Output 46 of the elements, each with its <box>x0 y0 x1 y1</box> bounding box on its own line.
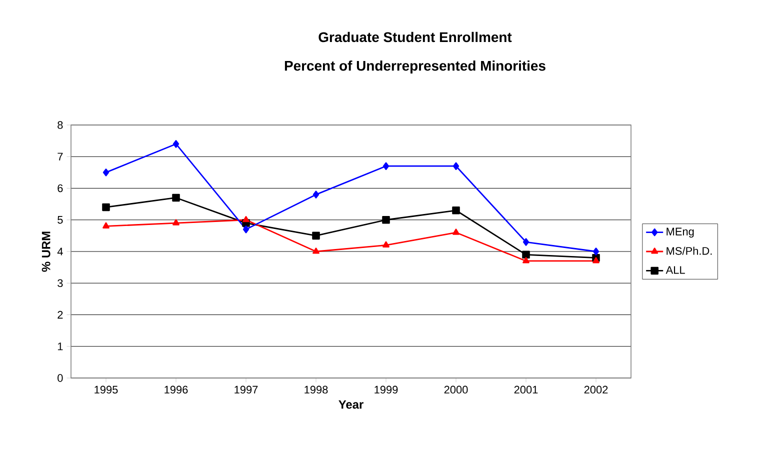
point <box>522 238 530 246</box>
chart-subtitle: Percent of Underrepresented Minorities <box>284 60 546 74</box>
legend-label: ALL <box>666 266 685 274</box>
y-tick-label: 3 <box>58 279 63 288</box>
x-tick-label: 2001 <box>514 386 538 394</box>
x-tick-label: 1998 <box>304 386 328 394</box>
point <box>102 203 110 212</box>
point <box>452 206 460 214</box>
point <box>382 241 390 248</box>
point <box>242 216 250 222</box>
point <box>592 248 600 256</box>
x-tick-label: 1999 <box>374 386 398 394</box>
x-tick-label: 1997 <box>234 386 258 394</box>
legend-label: MEng <box>666 228 694 238</box>
point <box>102 168 110 176</box>
legend-label: MS/Ph.D. <box>666 246 712 255</box>
point <box>242 225 250 234</box>
point <box>172 140 180 148</box>
x-axis-title: Year <box>338 400 364 409</box>
point <box>522 250 530 259</box>
x-tick-label: 2000 <box>444 386 468 394</box>
y-tick-label: 4 <box>57 248 63 256</box>
x-tick-label: 1996 <box>164 386 188 394</box>
chart-title: Graduate Student Enrollment <box>318 32 512 42</box>
y-tick-label: 1 <box>58 342 63 350</box>
point <box>312 190 320 198</box>
y-tick-label: 5 <box>58 216 63 224</box>
x-tick-label: 2002 <box>584 386 608 394</box>
point <box>452 162 460 170</box>
point <box>382 216 390 224</box>
y-tick-label: 2 <box>58 310 63 319</box>
point <box>172 219 180 226</box>
point <box>312 232 320 240</box>
x-tick-label: 1995 <box>94 386 118 394</box>
point <box>102 222 110 228</box>
y-tick-label: 0 <box>58 374 63 382</box>
point <box>452 228 460 235</box>
point <box>382 162 390 170</box>
point <box>312 248 320 254</box>
point <box>522 257 530 264</box>
point <box>592 257 600 264</box>
y-tick-label: 8 <box>58 121 63 129</box>
y-tick-label: 6 <box>58 184 63 192</box>
y-tick-label: 7 <box>58 152 63 160</box>
y-axis-title: % URM <box>42 232 50 272</box>
point <box>172 194 180 202</box>
